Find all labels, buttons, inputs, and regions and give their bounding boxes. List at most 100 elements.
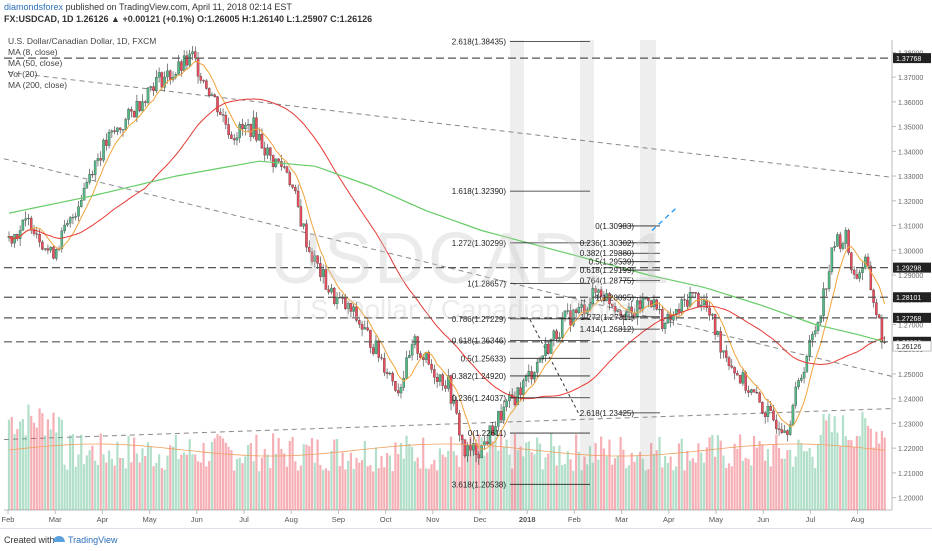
volume-bar <box>32 422 36 510</box>
candle-body <box>583 304 586 314</box>
fib-label: 2.618(1.38435) <box>452 38 507 47</box>
candle-body <box>391 372 394 382</box>
volume-bar <box>550 433 553 510</box>
candle-body <box>858 272 861 279</box>
candle-body <box>786 430 789 435</box>
volume-bar <box>405 435 408 510</box>
candle-body <box>733 367 736 374</box>
author-link[interactable]: diamondsforex <box>4 2 64 12</box>
candle-body <box>505 400 508 408</box>
volume-bar <box>324 468 328 510</box>
volume-bar <box>16 429 19 510</box>
candle-body <box>666 313 670 324</box>
candle-body <box>408 355 411 358</box>
candle-body <box>29 217 33 230</box>
candle-body <box>352 306 355 312</box>
volume-bar <box>761 444 764 510</box>
volume-bar <box>333 439 336 510</box>
tradingview-brand[interactable]: TradingView <box>68 535 118 545</box>
candle-body <box>269 147 272 156</box>
volume-bar <box>258 471 261 510</box>
volume-bar <box>438 448 441 510</box>
volume-bar <box>19 421 22 510</box>
x-tick-label: Feb <box>568 515 581 524</box>
fib-label: 2.618(1.23425) <box>580 409 635 418</box>
fib-label: 0.764(1.28775) <box>580 277 635 286</box>
candle-body <box>449 375 453 404</box>
volume-bar <box>469 436 472 510</box>
candle-body <box>800 377 803 381</box>
candle-body <box>680 299 684 313</box>
volume-bar <box>686 450 689 510</box>
candle-body <box>105 139 108 146</box>
volume-bar <box>358 462 361 510</box>
x-tick-label: Sep <box>332 515 345 524</box>
legend-item[interactable]: MA (50, close) <box>8 58 63 68</box>
volume-bar <box>49 429 52 510</box>
volume-bar <box>372 471 375 510</box>
candle-body <box>202 80 205 82</box>
y-tick-label: 1.24000 <box>898 397 923 404</box>
tradingview-logo-icon[interactable] <box>52 533 66 545</box>
candle-body <box>91 174 94 176</box>
candle-body <box>163 76 166 88</box>
volume-bar <box>241 463 244 510</box>
level-label: 1.29298 <box>896 266 921 273</box>
level-tag <box>893 53 931 64</box>
volume-bar <box>714 456 717 510</box>
volume-bar <box>21 419 24 510</box>
candle-body <box>694 292 697 294</box>
candle-body <box>499 411 503 421</box>
candle-body <box>246 124 250 126</box>
candle-body <box>791 405 795 425</box>
footer: Created with TradingView <box>0 528 932 551</box>
volume-bar <box>452 451 455 510</box>
candle-body <box>266 147 269 156</box>
x-tick-label: Aug <box>851 515 864 524</box>
volume-bar <box>519 446 522 510</box>
legend-item[interactable]: Vol (20) <box>8 69 38 79</box>
volume-ma-line <box>8 443 885 457</box>
volume-bar <box>219 435 222 510</box>
y-tick-label: 1.25000 <box>898 372 923 379</box>
legend-item[interactable]: MA (200, close) <box>8 80 68 90</box>
volume-bar <box>744 457 747 510</box>
volume-bar <box>391 471 394 510</box>
volume-bar <box>291 436 294 510</box>
candle-body <box>708 307 711 316</box>
candle-body <box>513 398 517 406</box>
volume-bar <box>94 460 97 510</box>
candle-body <box>146 87 150 103</box>
fib-label: 0.5(1.25633) <box>461 354 507 363</box>
candle-body <box>566 310 570 312</box>
candle-body <box>847 230 850 253</box>
fib-label: 0.236(1.24037) <box>452 394 507 403</box>
volume-bar <box>283 453 286 510</box>
volume-bar <box>474 453 478 510</box>
fib-label: 0(1.22611) <box>468 429 506 438</box>
candle-body <box>80 199 83 207</box>
volume-bar <box>880 430 884 510</box>
candle-body <box>310 251 314 262</box>
y-tick-label: 1.21000 <box>898 471 923 478</box>
price-chart[interactable]: 1.380001.370001.360001.350001.340001.330… <box>0 26 932 528</box>
candle-body <box>113 130 116 132</box>
volume-bar <box>135 453 138 510</box>
candle-body <box>138 101 141 112</box>
volume-bar <box>733 443 736 510</box>
volume-bar <box>497 450 500 510</box>
candle-body <box>166 70 169 78</box>
volume-bar <box>652 453 656 510</box>
fib-label: 0.786(1.27229) <box>452 315 507 324</box>
candle-body <box>388 372 392 375</box>
candle-body <box>494 426 497 435</box>
candle-body <box>460 434 464 440</box>
volume-bar <box>839 446 842 510</box>
volume-bar <box>163 469 166 510</box>
legend-item[interactable]: MA (8, close) <box>8 47 58 57</box>
candle-body <box>185 55 189 66</box>
volume-bar <box>272 433 275 510</box>
candle-body <box>630 306 633 314</box>
volume-bar <box>424 468 428 510</box>
candle-body <box>383 358 386 373</box>
